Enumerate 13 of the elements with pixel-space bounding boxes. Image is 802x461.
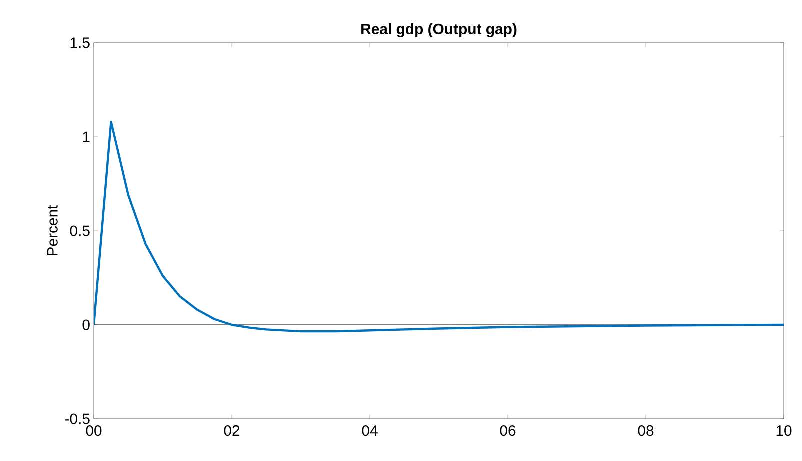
chart-title: Real gdp (Output gap) bbox=[362, 23, 517, 38]
y-tick-label: 0 bbox=[82, 320, 90, 330]
x-tick-label: 08 bbox=[638, 426, 654, 436]
x-tick-label: 06 bbox=[500, 426, 516, 436]
x-tick-label: 02 bbox=[224, 426, 240, 436]
x-tick-label: 04 bbox=[362, 426, 378, 436]
x-tick-label: 10 bbox=[776, 426, 792, 436]
y-tick-label: 1 bbox=[83, 132, 90, 142]
y-tick-label: 0.5 bbox=[70, 226, 90, 236]
y-tick-label: 1.5 bbox=[70, 38, 90, 48]
x-tick-label: 00 bbox=[86, 426, 102, 436]
y-tick-label: -0.5 bbox=[65, 414, 90, 424]
y-axis-title: Percent bbox=[47, 205, 58, 256]
